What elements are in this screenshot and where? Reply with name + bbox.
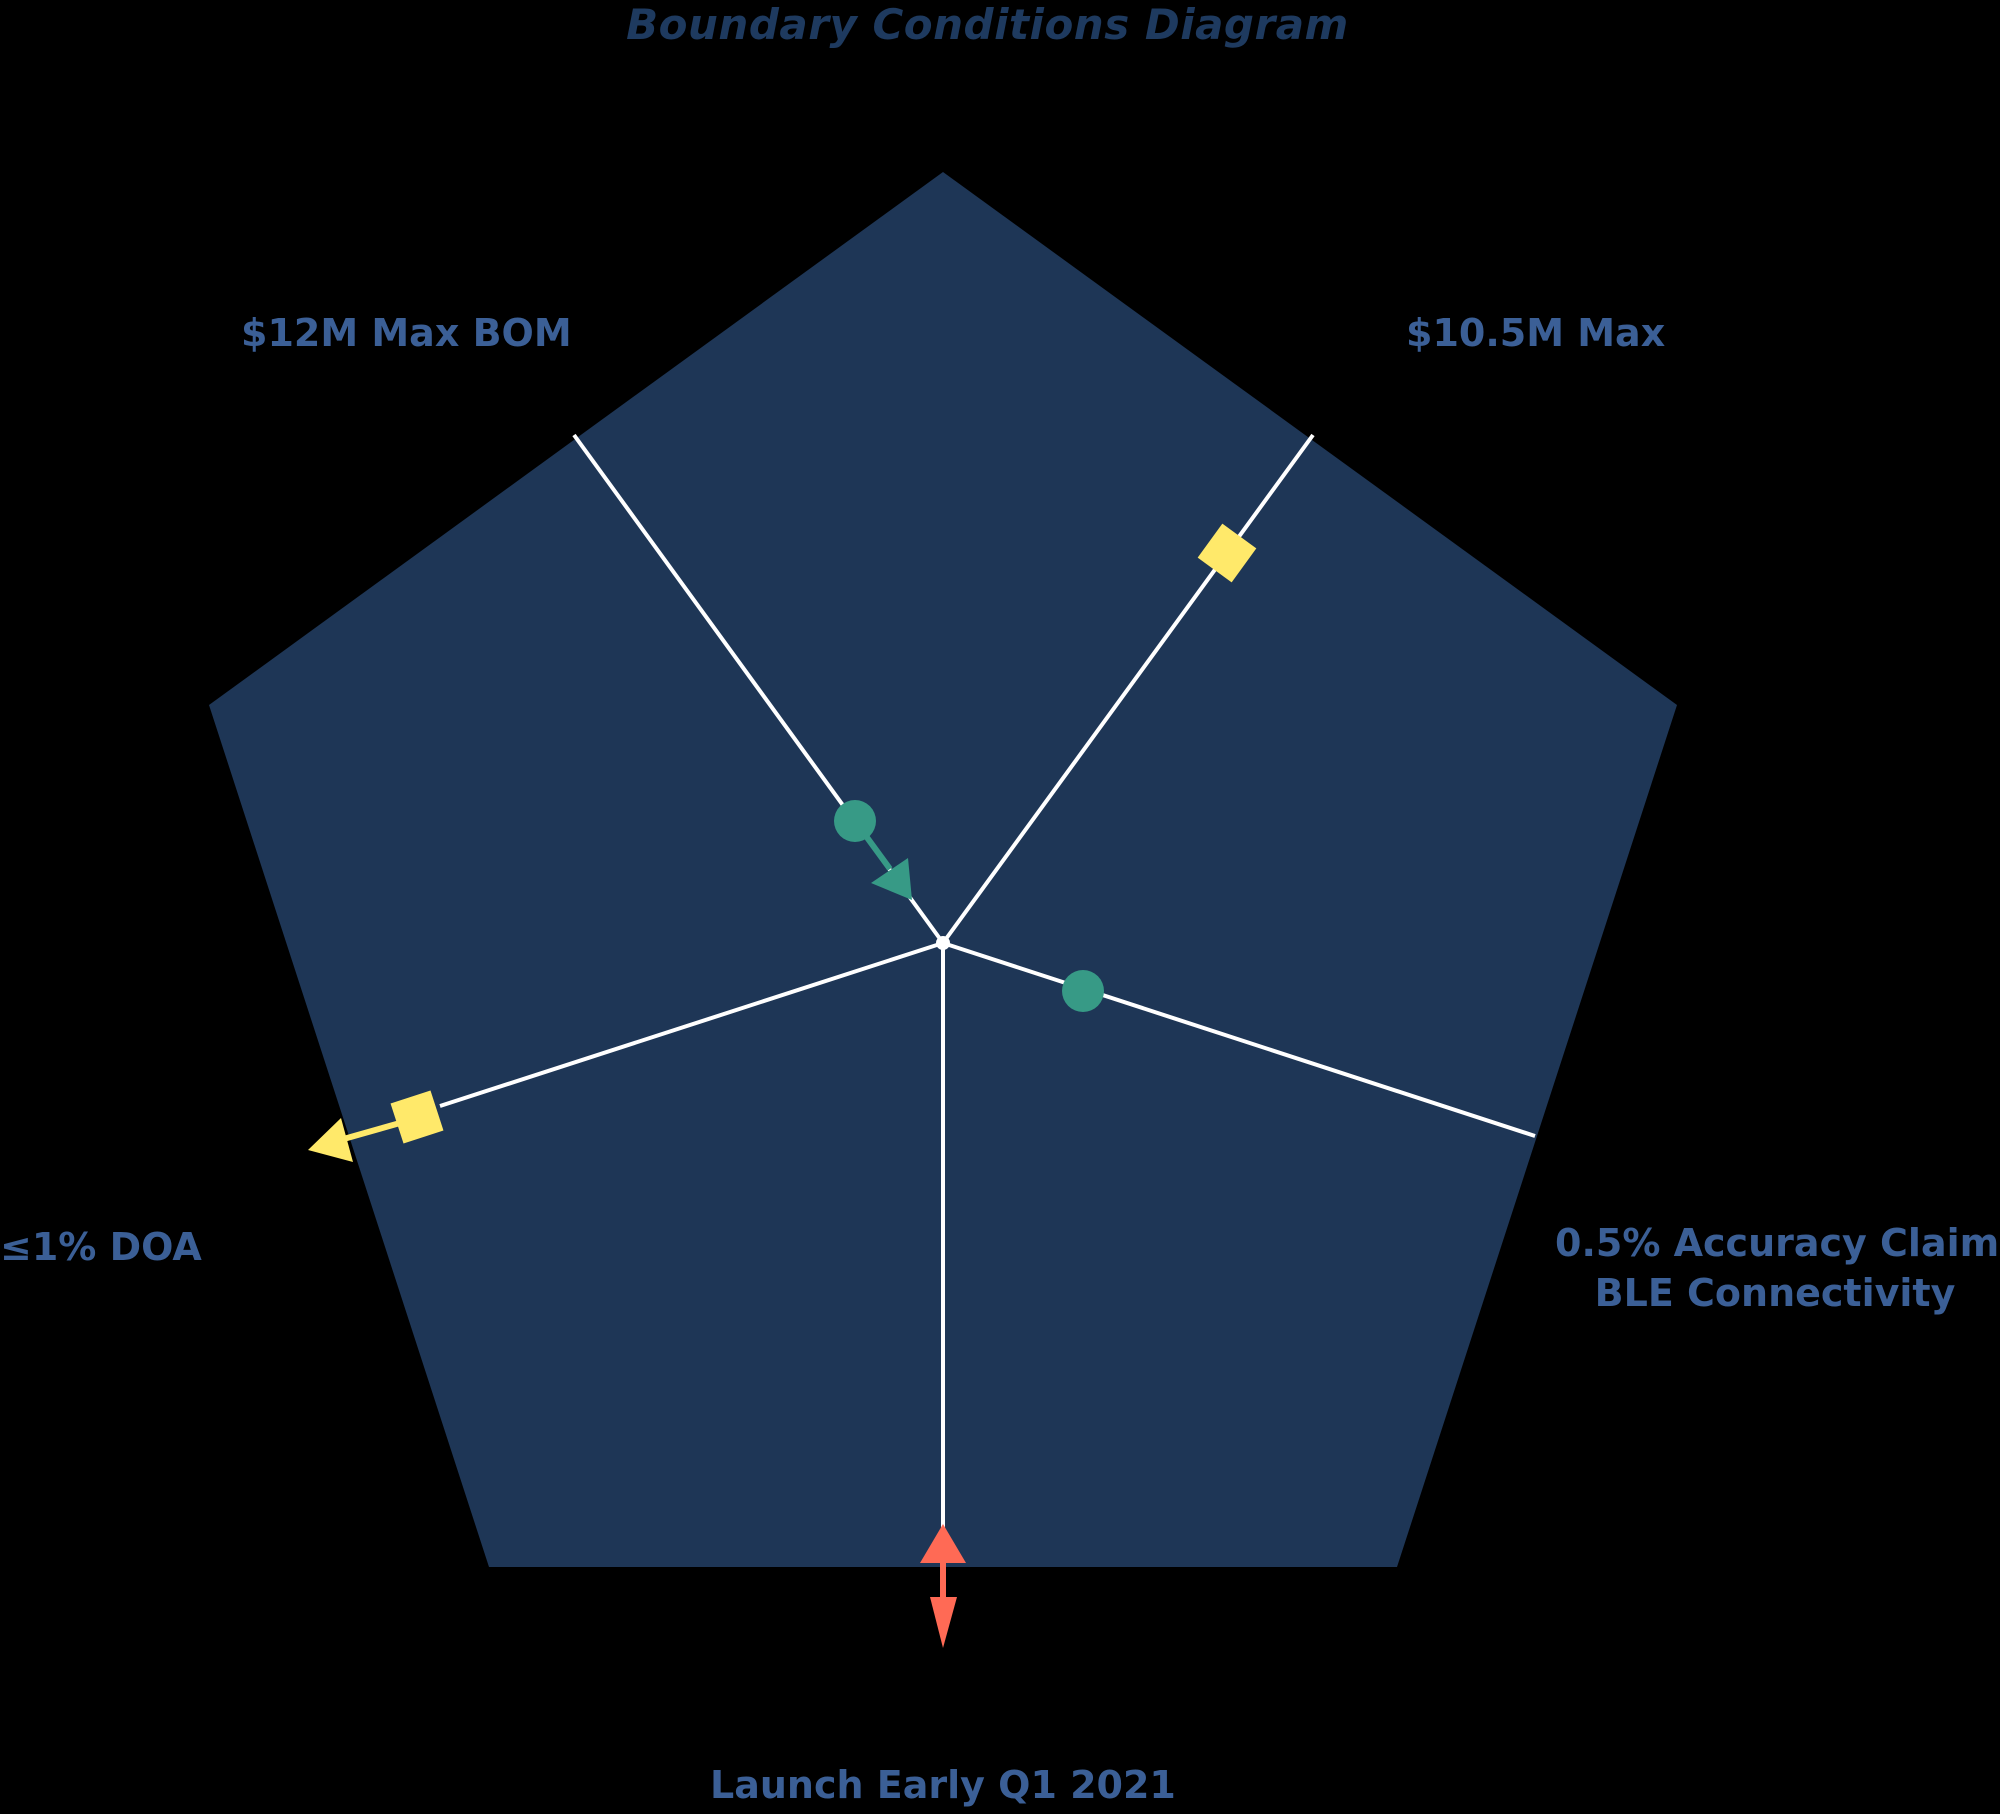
diagram-title: Boundary Conditions Diagram [626,0,1349,49]
spoke-features [942,941,1536,1138]
axis-label-features-line2: BLE Connectivity [1594,1271,1956,1315]
arrow-inward-icon [871,858,912,900]
quality-marker [308,1090,444,1162]
spoke-quality [439,941,944,1108]
axis-label-features: 0.5% Accuracy Claim BLE Connectivity [1555,1218,2000,1318]
features-marker [1062,970,1104,1012]
center-point [936,936,950,950]
schedule-marker [920,1524,966,1648]
axis-label-schedule: Launch Early Q1 2021 [710,1763,1176,1807]
spoke-budget [941,433,1315,945]
arrow-outward-icon [308,1118,353,1162]
budget-marker [1197,523,1257,583]
axis-label-budget: $10.5M Max [1406,311,1666,355]
axis-label-cost: $12M Max BOM [241,311,572,355]
cost-marker [834,800,912,900]
yellow-square-icon [390,1090,444,1144]
arrow-down-icon [930,1597,957,1648]
teal-circle-icon [1062,970,1104,1012]
yellow-square-icon [1197,523,1257,583]
axis-label-quality: ≤1% DOA [0,1225,202,1269]
axis-label-features-line1: 0.5% Accuracy Claim [1555,1221,2000,1265]
arrow-up-icon [920,1524,966,1563]
pentagon-boundary [209,172,1677,1567]
teal-circle-icon [834,800,876,842]
